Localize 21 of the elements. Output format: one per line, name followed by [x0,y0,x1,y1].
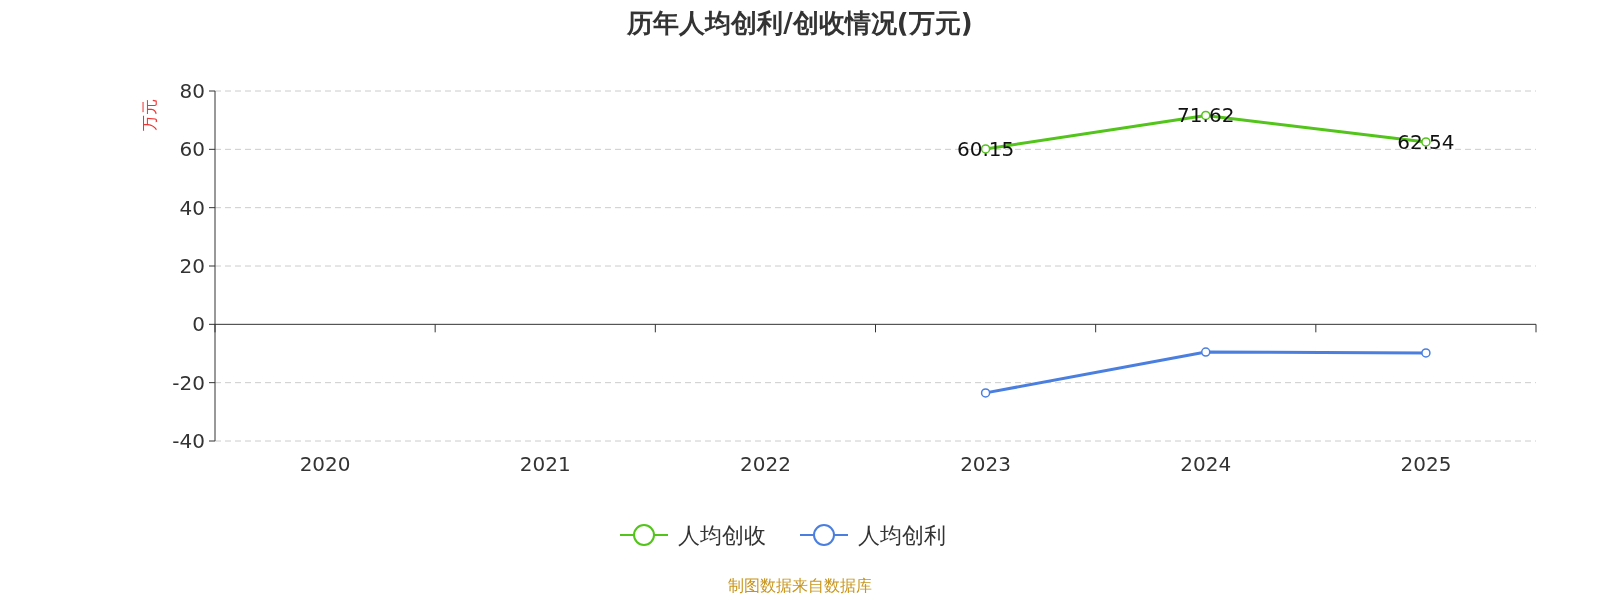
x-tick-label: 2024 [1180,452,1232,476]
y-tick-label: 60 [179,137,205,162]
y-tick-label: 80 [179,79,205,103]
text: 制图数据来自数据库 [728,576,872,595]
y-tick-label: 0 [192,312,205,337]
y-axis-title: 万元 [140,99,159,131]
point [980,388,991,398]
y-tick-label: 40 [179,195,205,220]
chart-title: 历年人均创利/创收情况(万元) [626,8,973,38]
x-tick-label: 2020 [299,452,351,476]
y-tick-label: 20 [179,254,205,278]
legend-label: 人均创利 [858,523,946,548]
point [1421,348,1431,358]
x-tick-label: 2023 [960,452,1012,476]
y-tick-label: -20 [172,370,205,395]
point [1201,347,1211,357]
x-tick-label: 2022 [739,452,791,476]
y-tick-label: -40 [172,429,205,453]
x-tick-label: 2025 [1400,452,1452,476]
legend-label: 人均创收 [678,523,766,548]
x-tick-label: 2021 [519,452,571,476]
